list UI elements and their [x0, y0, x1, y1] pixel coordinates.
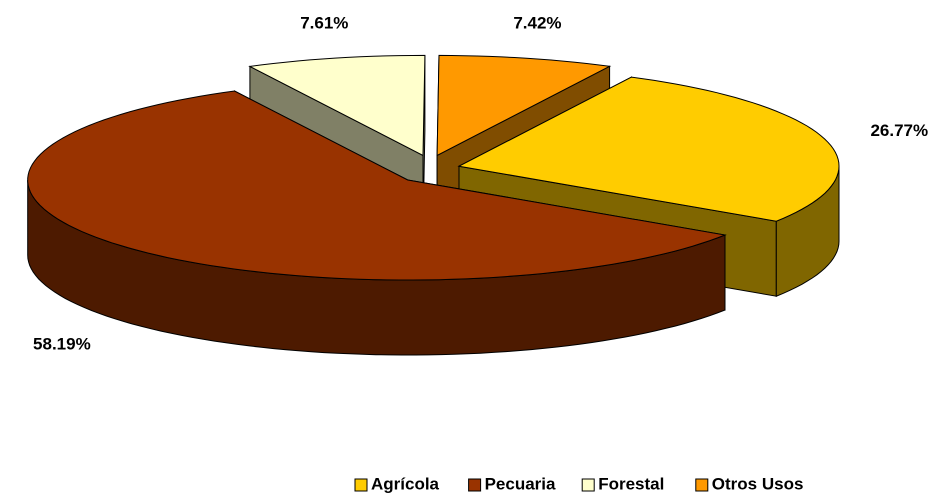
legend-swatch	[354, 478, 368, 492]
data-label: 58.19%	[33, 335, 91, 354]
legend-label: Forestal	[598, 474, 664, 493]
data-label: 26.77%	[870, 121, 928, 140]
slice-top	[248, 54, 426, 157]
data-label: 7.61%	[300, 14, 348, 33]
slice-top	[27, 90, 727, 281]
legend-swatch	[468, 478, 482, 492]
legend-swatch	[581, 478, 595, 492]
data-label: 7.42%	[513, 14, 561, 33]
legend-label: Otros Usos	[712, 474, 804, 493]
slice	[27, 90, 727, 356]
legend-label: Agrícola	[371, 474, 440, 493]
slice-top	[436, 54, 612, 157]
legend-label: Pecuaria	[485, 474, 556, 493]
legend-swatch	[695, 478, 709, 492]
slice-top	[457, 76, 840, 222]
